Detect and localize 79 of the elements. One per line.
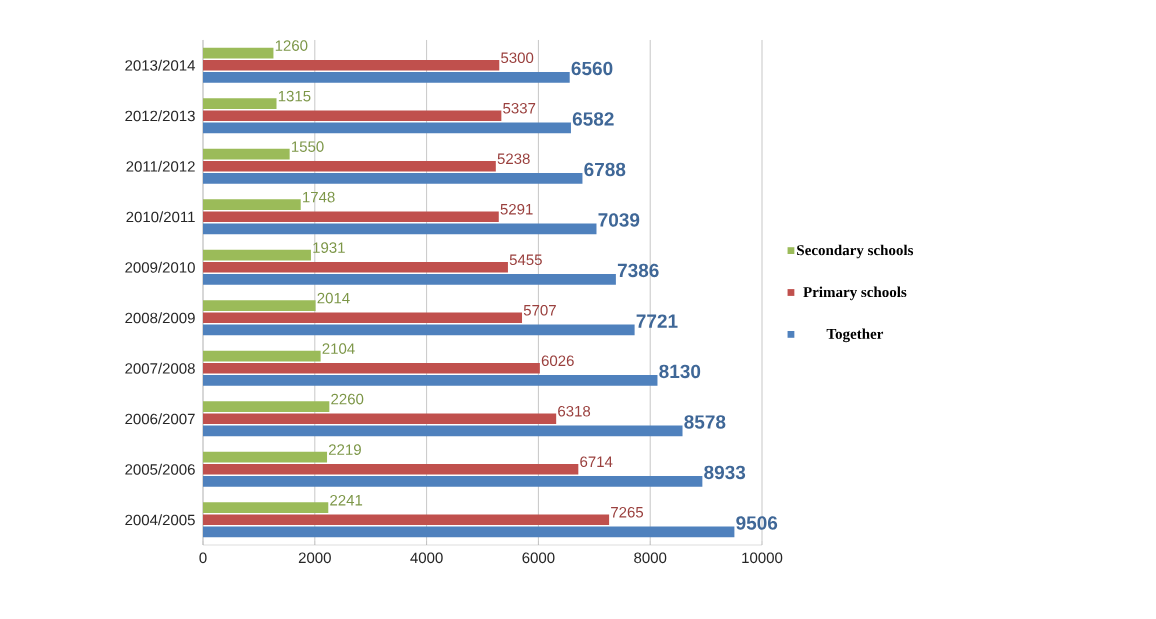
data-label: 1931 <box>313 242 345 253</box>
y-tick-label: 2010/2011 <box>126 211 195 223</box>
data-label: 1550 <box>291 141 324 152</box>
bar <box>203 350 321 362</box>
bar <box>203 173 583 184</box>
bar <box>203 425 683 437</box>
data-label: 2014 <box>317 292 350 304</box>
y-tick-label: 2004/2005 <box>125 514 195 526</box>
y-tick-label: 2009/2010 <box>125 261 195 273</box>
data-label: 7265 <box>611 506 644 518</box>
x-tick-label: 8000 <box>634 552 667 564</box>
data-label: 2104 <box>322 343 355 354</box>
data-label: 5300 <box>501 52 534 64</box>
y-tick-label: 2005/2006 <box>125 463 195 475</box>
bar <box>203 122 571 134</box>
bar <box>203 160 496 172</box>
bar <box>203 514 610 526</box>
data-label: 9506 <box>736 516 778 530</box>
data-label: 6788 <box>584 162 626 177</box>
legend-label: Together <box>826 328 884 343</box>
bar <box>203 312 523 324</box>
bar <box>203 413 557 425</box>
data-label: 5337 <box>503 102 536 114</box>
y-tick-label: 2007/2008 <box>125 362 195 374</box>
data-label: 5238 <box>497 153 530 165</box>
bar <box>203 451 328 463</box>
data-label: 5291 <box>500 203 533 215</box>
bar <box>203 526 735 538</box>
bar <box>203 199 301 210</box>
legend-label: Secondary schools <box>797 244 914 259</box>
data-label: 1260 <box>275 40 308 51</box>
data-label: 8933 <box>704 465 746 480</box>
data-label: 5707 <box>523 304 556 316</box>
y-tick-label: 2011/2012 <box>126 160 195 172</box>
bar <box>203 261 508 273</box>
x-tick-label: 6000 <box>522 552 555 564</box>
data-label: 2219 <box>328 444 361 455</box>
y-tick-label: 2013/2014 <box>125 59 196 71</box>
data-label: 7039 <box>598 213 640 227</box>
data-label: 7386 <box>617 263 659 278</box>
data-label: 8578 <box>684 415 726 429</box>
bar <box>203 148 290 160</box>
y-tick-label: 2008/2009 <box>125 312 195 324</box>
x-tick-label: 4000 <box>410 552 443 564</box>
bar <box>203 463 579 475</box>
bar <box>203 300 316 311</box>
bar <box>203 401 330 412</box>
y-tick-label: 2006/2007 <box>125 413 195 425</box>
bar <box>203 59 500 71</box>
bar <box>203 249 311 261</box>
x-tick-label: 2000 <box>298 552 331 564</box>
data-label: 6026 <box>541 355 574 367</box>
data-label: 2241 <box>330 494 363 506</box>
bar <box>203 375 658 386</box>
data-label: 1748 <box>303 191 335 203</box>
bar <box>203 274 616 285</box>
bar <box>203 324 635 336</box>
data-label: 2260 <box>331 393 364 405</box>
x-tick-label: 10000 <box>742 552 783 564</box>
bar <box>203 223 597 235</box>
bar <box>203 47 274 59</box>
data-label: 6560 <box>571 61 613 76</box>
data-label: 1315 <box>278 90 311 102</box>
data-label: 5455 <box>509 254 542 266</box>
bar <box>203 502 329 513</box>
y-tick-label: 2012/2013 <box>125 110 195 122</box>
bar <box>203 476 703 487</box>
bar <box>203 110 502 122</box>
data-label: 7721 <box>636 314 678 328</box>
bar <box>203 211 499 223</box>
x-tick-label: 0 <box>199 552 207 564</box>
data-label: 6714 <box>580 456 613 468</box>
data-label: 8130 <box>659 364 701 379</box>
data-label: 6318 <box>558 405 591 417</box>
legend-label: Primary schools <box>803 286 907 301</box>
bar <box>203 72 570 83</box>
data-label: 6582 <box>572 112 614 126</box>
bar <box>203 362 540 374</box>
bar <box>203 98 277 109</box>
